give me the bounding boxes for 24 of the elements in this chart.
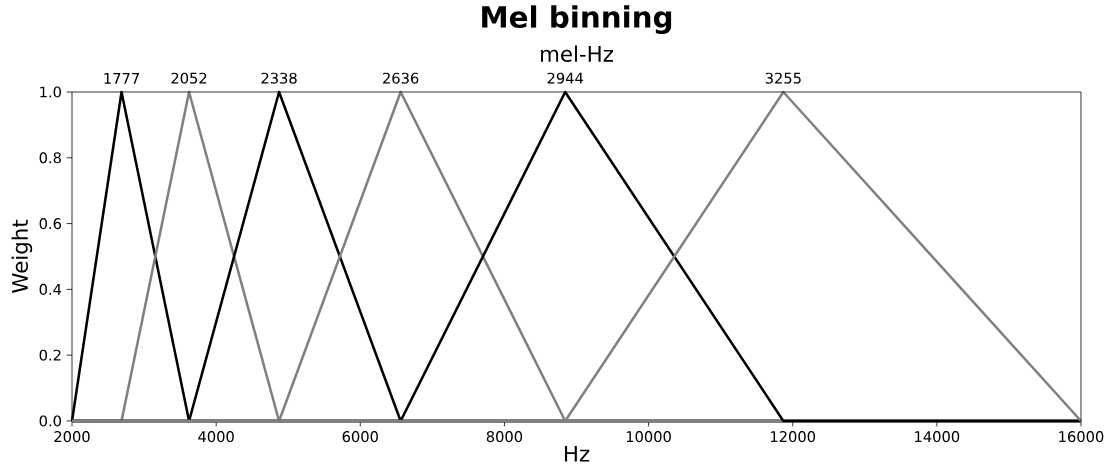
annotation: 2636 xyxy=(383,72,419,84)
x-tick-label: 6000 xyxy=(342,431,378,443)
y-axis-title: Weight xyxy=(11,219,33,293)
y-tick-label: 1.0 xyxy=(40,86,61,98)
y-tick-label: 0.8 xyxy=(39,152,61,164)
x2-axis-title: mel-Hz xyxy=(541,45,613,62)
x-tick-label: 4000 xyxy=(198,431,234,443)
x-tick-label: 12000 xyxy=(771,431,816,443)
y-tick-label: 0.6 xyxy=(39,218,62,230)
annotation: 2052 xyxy=(171,72,207,84)
annotation: 3255 xyxy=(765,72,801,84)
x-tick-label: 16000 xyxy=(1059,431,1104,443)
x-tick-label: 10000 xyxy=(626,431,671,443)
chart-title: Mel binning xyxy=(482,5,672,34)
y-tick-label: 0.4 xyxy=(39,283,62,295)
annotation: 1777 xyxy=(104,73,139,84)
x-tick-label: 14000 xyxy=(915,431,960,443)
x-tick-label: 2000 xyxy=(54,431,90,443)
x-axis-title: Hz xyxy=(564,445,590,462)
y-tick-label: 0.2 xyxy=(39,349,61,361)
annotation: 2338 xyxy=(261,72,297,84)
y-tick-label: 0.0 xyxy=(39,415,61,427)
x-tick-label: 8000 xyxy=(486,431,523,443)
annotation: 2944 xyxy=(547,72,584,84)
